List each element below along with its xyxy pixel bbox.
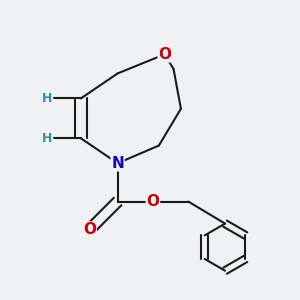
Text: H: H [42, 92, 52, 105]
Text: O: O [158, 47, 171, 62]
Text: O: O [83, 222, 96, 237]
Text: O: O [146, 194, 159, 209]
Text: N: N [111, 156, 124, 171]
Text: H: H [42, 132, 52, 145]
